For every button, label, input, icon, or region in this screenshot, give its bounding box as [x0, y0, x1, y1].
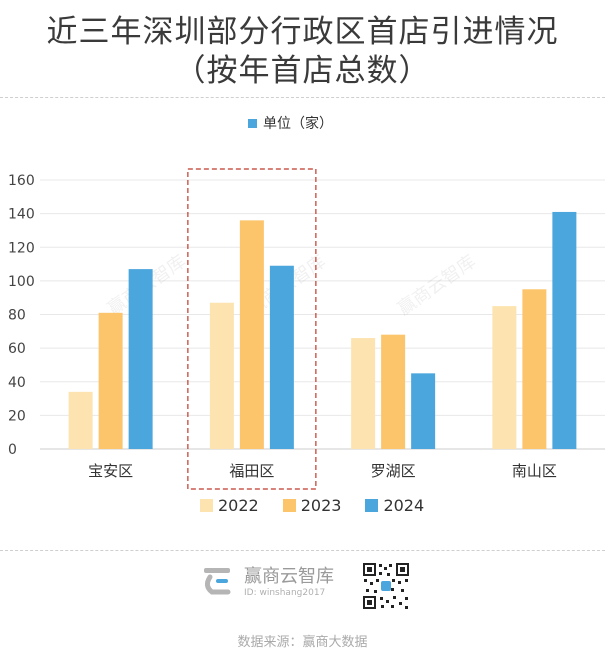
bar-2022-0 [68, 391, 93, 449]
legend-item-2024: 2024 [365, 496, 424, 515]
chart-title-line1: 近三年深圳部分行政区首店引进情况 [46, 14, 559, 50]
bar-2024-1 [269, 265, 294, 449]
bottom-divider [0, 550, 605, 551]
bar-2022-1 [209, 302, 234, 449]
legend-item-2023: 2023 [282, 496, 342, 515]
brand-logo-icon [204, 568, 231, 595]
top-divider [0, 97, 605, 98]
unit-legend: 单位（家） [248, 113, 333, 133]
y-tick-label: 120 [8, 240, 35, 256]
y-tick-label: 0 [8, 442, 17, 458]
data-source: 数据来源：赢商大数据 [237, 635, 368, 650]
y-tick-label: 140 [8, 207, 35, 223]
bar-2023-0 [98, 312, 123, 449]
x-tick-label: 福田区 [229, 462, 274, 480]
bar-2022-3 [492, 306, 517, 449]
y-tick-label: 80 [8, 308, 26, 324]
legend-swatch-2024 [365, 499, 379, 512]
y-tick-label: 100 [8, 274, 35, 290]
brand: 赢商云智库 ID: winshang2017 [200, 562, 334, 598]
legend-swatch-2022 [200, 499, 213, 512]
y-tick-label: 40 [8, 375, 26, 391]
brand-id: ID: winshang2017 [244, 588, 326, 598]
unit-label: 单位（家） [263, 116, 333, 132]
bar-chart: 020406080100120140160赢商云智库赢商云智库赢商云智库宝安区福… [8, 168, 605, 490]
bar-2022-2 [351, 338, 376, 449]
qr-code-icon [362, 562, 410, 610]
legend-label-2024: 2024 [383, 496, 425, 515]
legend-label-2022: 2022 [218, 496, 259, 515]
y-tick-label: 60 [8, 341, 26, 357]
x-tick-label: 罗湖区 [371, 462, 416, 480]
y-tick-label: 160 [8, 173, 35, 189]
highlight-box [187, 168, 317, 490]
legend: 2022 2023 2024 [200, 496, 424, 515]
y-tick-label: 20 [8, 408, 26, 424]
chart-title-line2: （按年首店总数） [174, 53, 431, 89]
watermark: 赢商云智库 [393, 250, 479, 320]
bar-2023-2 [381, 334, 406, 449]
bar-2024-0 [128, 269, 153, 449]
x-tick-label: 宝安区 [88, 462, 133, 480]
legend-swatch-2023 [282, 499, 296, 512]
bar-2023-1 [239, 220, 264, 449]
legend-label-2023: 2023 [300, 496, 342, 515]
legend-item-2022: 2022 [200, 496, 259, 515]
unit-swatch [248, 118, 257, 128]
bar-2023-3 [522, 289, 547, 449]
x-tick-label: 南山区 [512, 462, 557, 480]
bar-2024-3 [552, 211, 577, 449]
brand-name: 赢商云智库 [244, 566, 334, 587]
bar-2024-2 [411, 373, 436, 449]
